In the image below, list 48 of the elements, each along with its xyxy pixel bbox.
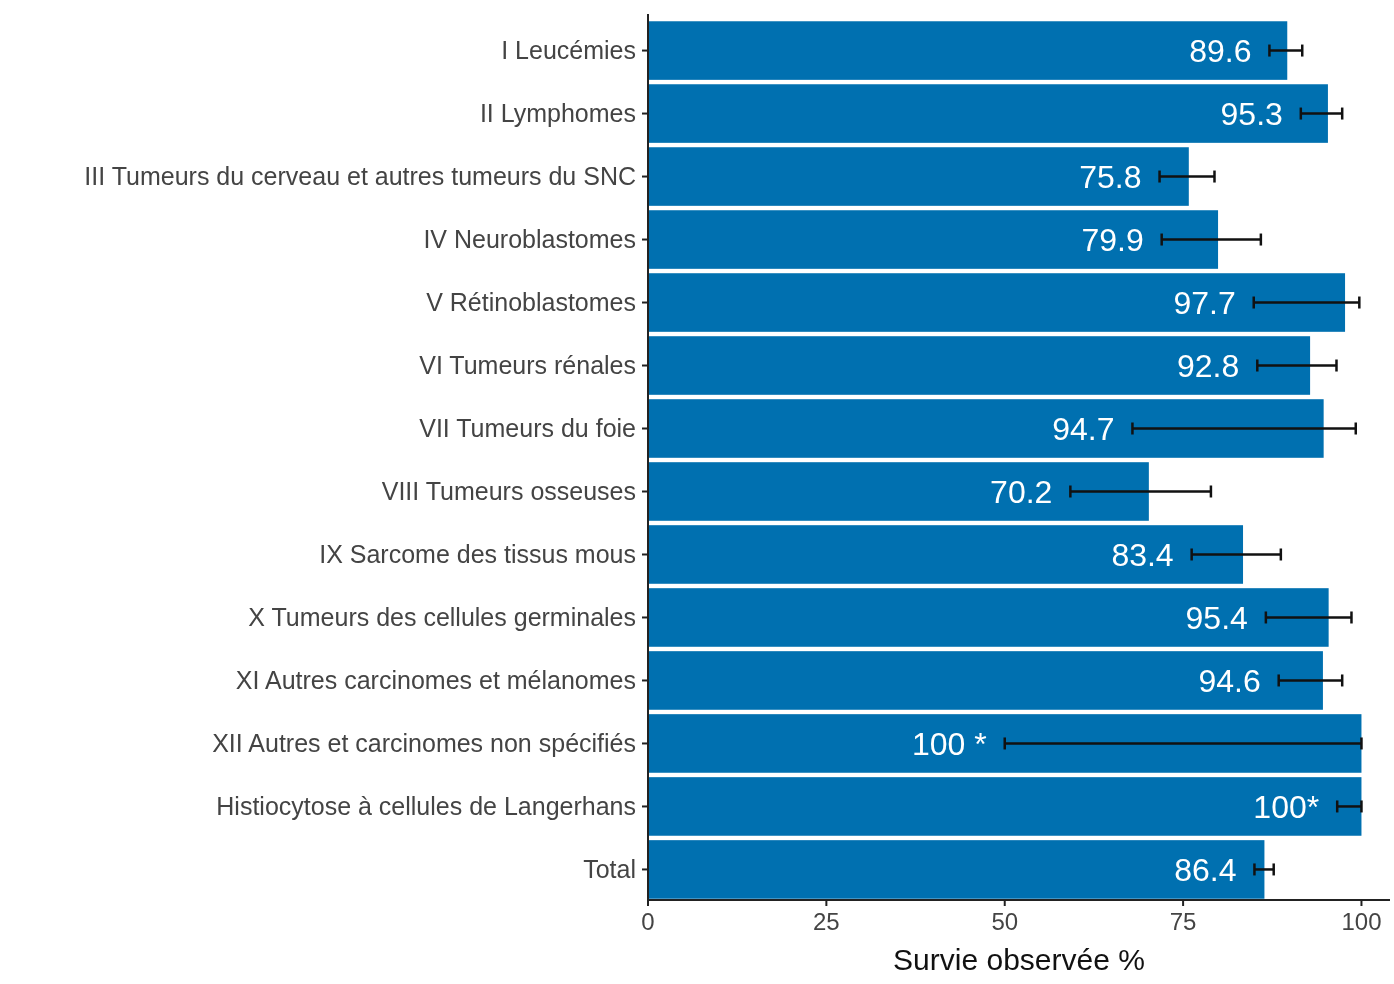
data-label: 95.4: [1185, 599, 1248, 636]
data-label: 89.6: [1189, 32, 1252, 69]
bar: [648, 84, 1328, 143]
bar: [648, 840, 1265, 899]
data-label: 83.4: [1111, 536, 1174, 573]
data-label: 92.8: [1177, 347, 1240, 384]
bar: [648, 777, 1362, 836]
y-tick-label: XI Autres carcinomes et mélanomes: [235, 666, 636, 695]
data-label: 100 *: [912, 725, 987, 762]
data-label: 86.4: [1174, 851, 1237, 888]
data-label: 97.7: [1173, 284, 1236, 321]
x-tick-label: 100: [1341, 908, 1382, 935]
y-tick-label: Total: [583, 855, 636, 884]
y-tick-label: X Tumeurs des cellules germinales: [248, 603, 636, 632]
bar: [648, 210, 1219, 269]
bar: [648, 21, 1288, 80]
bar: [648, 462, 1149, 521]
bar: [648, 714, 1362, 773]
data-label: 70.2: [990, 473, 1053, 510]
y-tick-label: II Lymphomes: [479, 99, 636, 128]
y-tick-label: IX Sarcome des tissus mous: [319, 540, 636, 569]
bar: [648, 273, 1346, 332]
data-label: 94.6: [1198, 662, 1261, 699]
x-tick-label: 25: [813, 908, 840, 935]
y-tick-label: VII Tumeurs du foie: [419, 414, 636, 443]
x-tick-label: 50: [991, 908, 1019, 935]
bar: [648, 588, 1329, 647]
bar: [648, 147, 1189, 206]
y-tick-label: VI Tumeurs rénales: [419, 351, 636, 380]
data-label: 94.7: [1052, 410, 1115, 447]
y-tick-label: V Rétinoblastomes: [426, 288, 636, 317]
x-tick-label: 75: [1169, 908, 1197, 935]
y-tick-label: IV Neuroblastomes: [423, 225, 636, 254]
y-tick-label: I Leucémies: [501, 36, 636, 65]
y-tick-label: III Tumeurs du cerveau et autres tumeurs du SNC: [84, 162, 636, 191]
bar: [648, 336, 1311, 395]
x-axis-title: Survie observée %: [893, 943, 1145, 976]
bar: [648, 399, 1324, 458]
y-tick-label: Histiocytose à cellules de Langerhans: [216, 792, 636, 821]
data-label: 95.3: [1220, 95, 1283, 132]
data-label: 75.8: [1079, 158, 1142, 195]
data-label: 100*: [1253, 788, 1320, 825]
bar: [648, 651, 1323, 710]
bar: [648, 525, 1244, 584]
y-tick-label: XII Autres et carcinomes non spécifiés: [212, 729, 636, 758]
y-tick-label: VIII Tumeurs osseuses: [381, 477, 636, 506]
data-label: 79.9: [1081, 221, 1144, 258]
x-tick-label: 0: [641, 908, 655, 935]
